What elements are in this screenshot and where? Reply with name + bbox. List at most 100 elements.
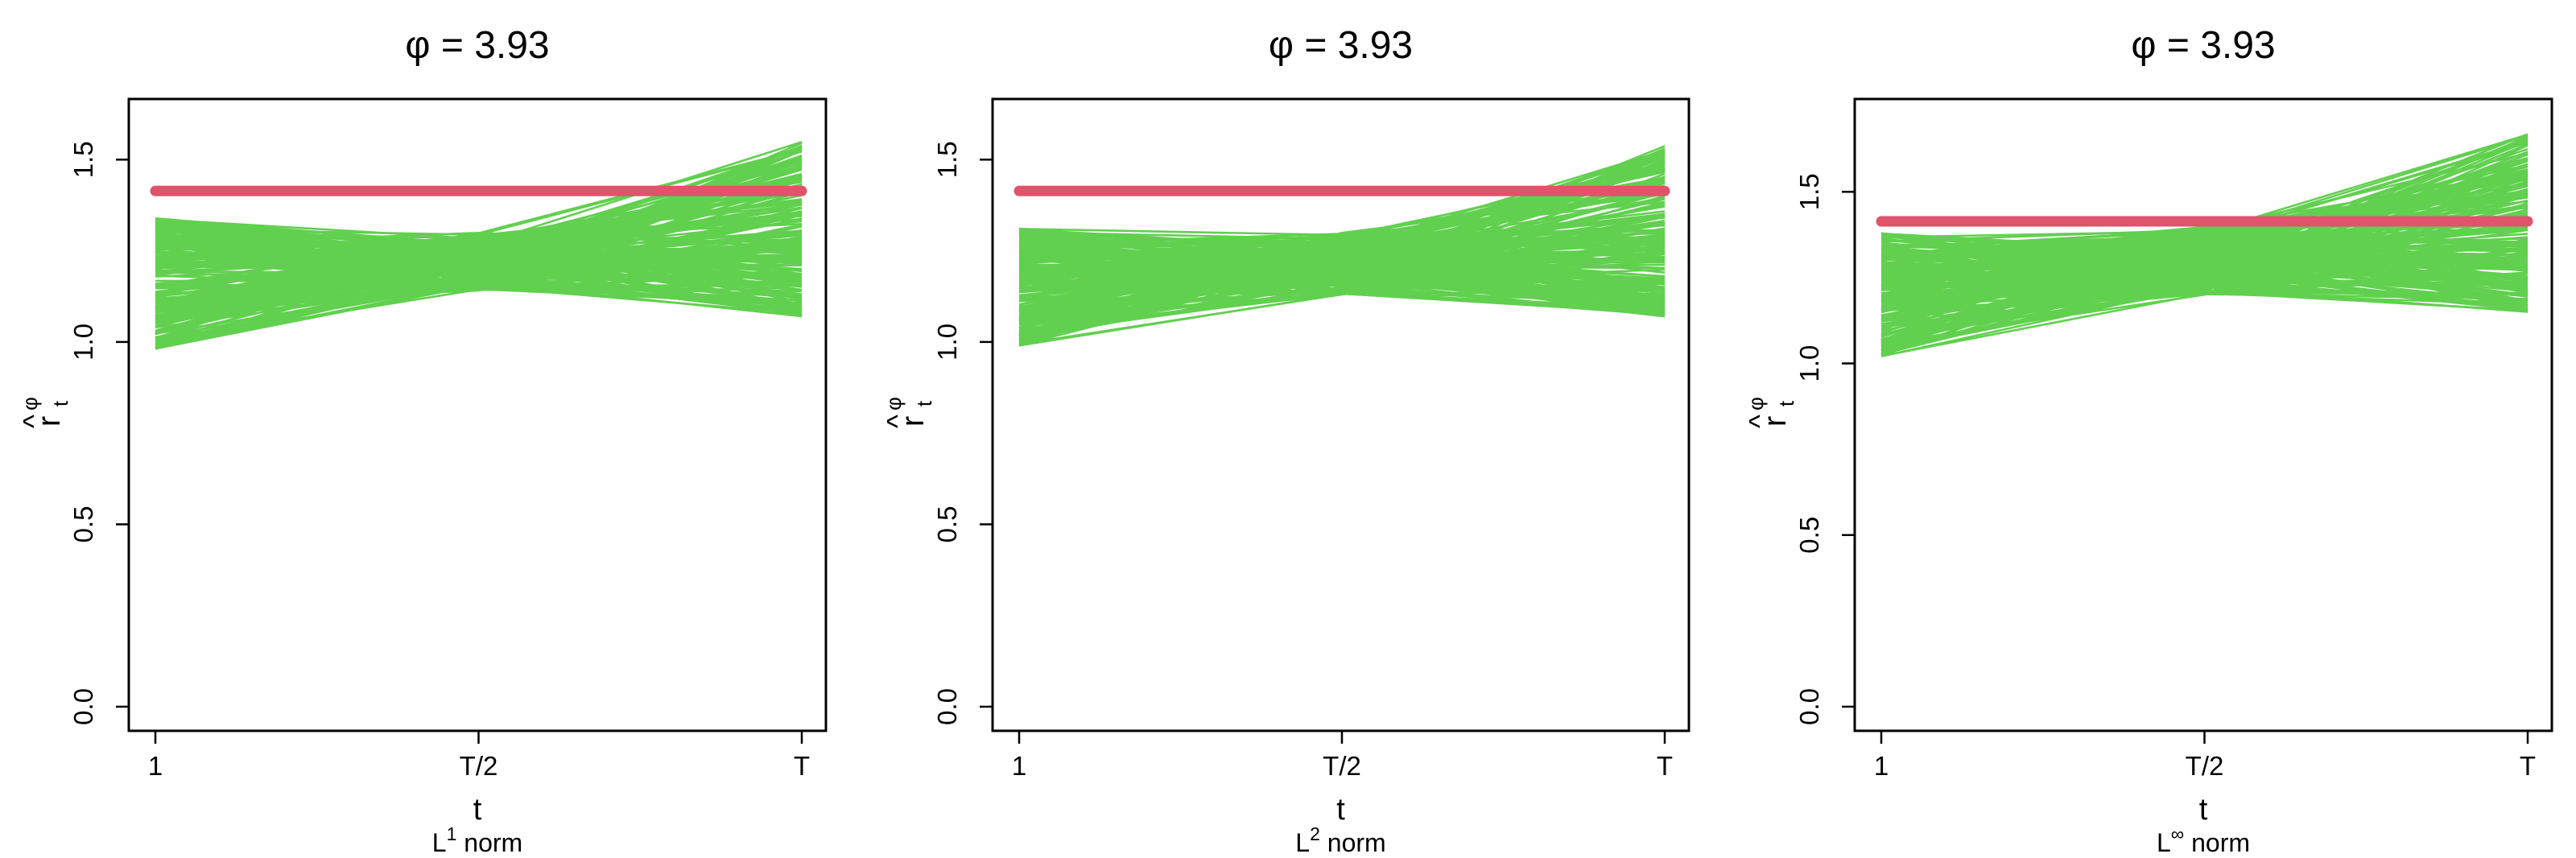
x-tick-label: T/2 (2186, 751, 2224, 781)
subtitle-superscript: ∞ (2171, 823, 2184, 844)
trajectory-line (1018, 192, 1666, 278)
y-tick-label: 1.5 (1794, 173, 1824, 210)
x-tick-label: T/2 (460, 751, 498, 781)
trajectory-line (1018, 221, 1666, 324)
y-axis-label: r^ φ t (881, 397, 936, 428)
subtitle-base: L (432, 828, 447, 857)
trajectory-line (1018, 149, 1666, 250)
y-tick-label: 0.0 (932, 688, 962, 725)
x-axis-subtitle: L2 norm (1295, 823, 1385, 857)
trajectory-line (155, 175, 803, 303)
trajectory-line (155, 206, 803, 289)
trajectory-line (155, 264, 803, 308)
trajectory-line (1880, 133, 2529, 336)
y-label-hat: ^ (17, 415, 50, 428)
x-tick-label: 1 (1874, 751, 1889, 781)
trajectory-band (1018, 145, 1666, 347)
trajectory-line (155, 151, 803, 305)
trajectory-line (155, 232, 803, 272)
y-label-superscript: φ (18, 397, 42, 410)
y-axis-label: r^ φ t (1743, 397, 1798, 428)
x-axis-label: t (1336, 793, 1345, 827)
y-label-superscript: φ (1744, 397, 1768, 410)
y-tick-label: 1.5 (68, 141, 98, 178)
trajectory-line (1018, 194, 1666, 331)
x-axis-subtitle: L∞ norm (2157, 823, 2250, 857)
y-tick-label: 1.0 (1794, 345, 1824, 382)
trajectory-line (1018, 250, 1666, 278)
trajectory-line (155, 245, 803, 349)
trajectory-line (1018, 244, 1666, 298)
x-tick-label: T (794, 751, 810, 781)
x-tick-label: T/2 (1323, 751, 1361, 781)
trajectory-line (1880, 245, 2529, 289)
subtitle-base: L (1295, 828, 1310, 857)
trajectory-line (1880, 245, 2529, 256)
chart-title: φ = 3.93 (1269, 24, 1413, 67)
trajectory-line (1880, 164, 2529, 288)
trajectory-line (1018, 253, 1666, 286)
trajectory-line (1880, 251, 2529, 357)
trajectory-line (1018, 233, 1666, 290)
x-tick-label: T (1657, 751, 1673, 781)
trajectory-line (1018, 234, 1666, 310)
y-tick-label: 1.0 (68, 324, 98, 361)
x-axis-label: t (473, 793, 482, 827)
trajectory-line (1018, 254, 1666, 345)
x-tick-label: 1 (1012, 751, 1026, 781)
subtitle-superscript: 1 (447, 823, 457, 844)
y-tick-label: 0.0 (1794, 688, 1824, 725)
y-label-subscript: t (48, 400, 72, 406)
y-tick-label: 1.0 (932, 324, 962, 361)
trajectory-line (1018, 240, 1666, 254)
x-axis-subtitle: L1 norm (432, 823, 522, 857)
trajectory-line (155, 198, 803, 240)
trajectory-line (1880, 241, 2529, 342)
trajectory-band (1880, 133, 2529, 357)
trajectory-line (1880, 142, 2529, 260)
y-label-subscript: t (912, 400, 936, 406)
subtitle-superscript: 2 (1310, 823, 1320, 844)
trajectory-line (155, 255, 803, 339)
trajectory-line (1880, 134, 2529, 348)
y-label-base: r (895, 416, 931, 427)
subtitle-suffix: norm (2184, 828, 2250, 857)
x-tick-label: 1 (148, 751, 163, 781)
chart-title: φ = 3.93 (405, 24, 549, 67)
subtitle-base: L (2157, 828, 2171, 857)
y-tick-label: 0.5 (68, 506, 98, 543)
y-label-superscript: φ (881, 397, 906, 410)
trajectory-line (1880, 287, 2529, 302)
trajectory-line (155, 188, 803, 248)
y-tick-label: 1.5 (932, 141, 962, 178)
x-tick-label: T (2520, 751, 2536, 781)
x-axis-label: t (2199, 793, 2208, 827)
subtitle-suffix: norm (1320, 828, 1386, 857)
y-tick-label: 0.0 (68, 688, 98, 725)
trajectory-line (155, 147, 803, 287)
y-label-hat: ^ (1743, 415, 1776, 428)
y-axis-label: r^ φ t (17, 397, 72, 428)
trajectory-line (155, 238, 803, 303)
y-label-subscript: t (1774, 400, 1798, 406)
trajectory-line (1018, 241, 1666, 330)
trajectory-line (1018, 167, 1666, 262)
trajectory-line (1880, 163, 2529, 346)
trajectory-line (155, 236, 803, 336)
trajectory-line (1018, 213, 1666, 288)
trajectory-line (155, 217, 803, 287)
y-tick-label: 0.5 (1794, 517, 1824, 554)
y-label-base: r (1757, 416, 1793, 427)
y-tick-label: 0.5 (932, 506, 962, 543)
trajectory-line (155, 188, 803, 278)
trajectory-band (155, 141, 803, 350)
trajectory-line (1880, 275, 2529, 337)
trajectory-line (1018, 244, 1666, 342)
y-label-base: r (31, 416, 67, 427)
y-label-hat: ^ (881, 415, 914, 428)
chart-title: φ = 3.93 (2131, 24, 2275, 67)
